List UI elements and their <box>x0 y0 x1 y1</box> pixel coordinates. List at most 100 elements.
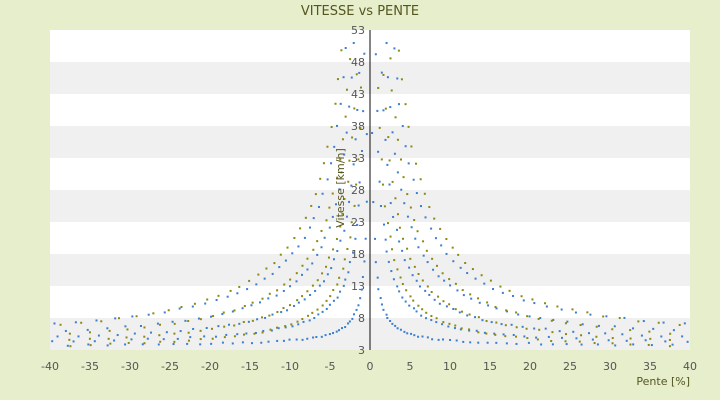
data-point <box>424 216 427 219</box>
data-point <box>414 237 417 240</box>
data-point <box>338 188 341 191</box>
data-point <box>445 305 448 308</box>
data-point <box>282 307 285 310</box>
data-point <box>179 330 182 333</box>
data-point <box>495 321 498 324</box>
data-point <box>251 319 254 322</box>
data-point <box>381 183 384 186</box>
data-point <box>471 268 474 271</box>
data-point <box>607 339 610 342</box>
data-point <box>339 102 342 105</box>
data-point <box>483 282 486 285</box>
data-point <box>376 109 379 112</box>
data-point <box>565 333 568 336</box>
data-point <box>430 314 433 317</box>
data-point <box>355 73 358 76</box>
data-point <box>387 260 390 263</box>
data-point <box>172 343 175 346</box>
data-point <box>301 295 304 298</box>
data-point <box>347 322 350 325</box>
data-point <box>412 299 415 302</box>
data-point <box>349 236 352 239</box>
data-point <box>87 343 90 346</box>
data-point <box>330 267 333 270</box>
data-point <box>267 340 270 343</box>
data-point <box>354 237 357 240</box>
data-point <box>415 162 418 165</box>
data-point <box>462 294 465 297</box>
data-point <box>328 303 331 306</box>
data-point <box>332 248 335 251</box>
data-point <box>267 297 270 300</box>
data-point <box>286 246 289 249</box>
data-point <box>293 237 296 240</box>
data-point <box>344 46 347 49</box>
data-point <box>459 328 462 331</box>
data-point <box>382 109 385 112</box>
data-point <box>264 316 267 319</box>
data-point <box>433 298 436 301</box>
data-point <box>477 316 480 319</box>
data-point <box>642 320 645 323</box>
data-point <box>380 158 383 161</box>
data-point <box>250 342 253 345</box>
data-point <box>324 334 327 337</box>
data-point <box>396 268 399 271</box>
data-point <box>504 335 507 338</box>
data-point <box>321 304 324 307</box>
data-point <box>512 295 515 298</box>
data-point <box>265 267 268 270</box>
data-point <box>413 265 416 268</box>
data-point <box>526 337 529 340</box>
data-point <box>379 205 382 208</box>
data-point <box>409 257 412 260</box>
data-point <box>400 78 403 81</box>
data-point <box>348 105 351 108</box>
data-point <box>413 307 416 310</box>
data-point <box>379 297 382 300</box>
data-point <box>167 309 170 312</box>
data-point <box>139 324 142 327</box>
data-point <box>437 338 440 341</box>
data-point <box>490 321 493 324</box>
data-point <box>351 317 354 320</box>
data-point <box>124 325 127 328</box>
data-point <box>51 340 54 343</box>
data-point <box>431 338 434 341</box>
data-point <box>411 274 414 277</box>
data-point <box>374 53 377 56</box>
data-point <box>426 261 429 264</box>
data-point <box>454 282 457 285</box>
data-point <box>187 339 190 342</box>
data-point <box>251 301 254 304</box>
data-point <box>117 317 120 320</box>
x-axis-ticks: -40 -35 -30 -25 -20 -15 -10 -5 0 5 10 15 20 25 30 35 40 <box>41 360 697 373</box>
data-point <box>350 184 353 187</box>
data-point <box>417 304 420 307</box>
data-point <box>618 317 621 320</box>
data-point <box>352 251 355 254</box>
data-point <box>328 333 331 336</box>
data-point <box>178 307 181 310</box>
data-point <box>107 337 110 340</box>
data-point <box>291 252 294 255</box>
data-point <box>469 293 472 296</box>
data-points <box>51 42 689 348</box>
data-point <box>402 176 405 179</box>
data-point <box>409 206 412 209</box>
data-point <box>302 320 305 323</box>
data-point <box>348 159 351 162</box>
data-point <box>455 339 458 342</box>
data-point <box>157 343 160 346</box>
data-point <box>640 334 643 337</box>
data-point <box>457 253 460 256</box>
data-point <box>68 338 71 341</box>
data-point <box>544 327 547 330</box>
x-tick-label: 20 <box>523 360 537 373</box>
data-point <box>382 73 385 76</box>
data-point <box>344 115 347 118</box>
data-point <box>341 138 344 141</box>
data-point <box>458 311 461 314</box>
data-point <box>515 335 518 338</box>
data-point <box>449 338 452 341</box>
